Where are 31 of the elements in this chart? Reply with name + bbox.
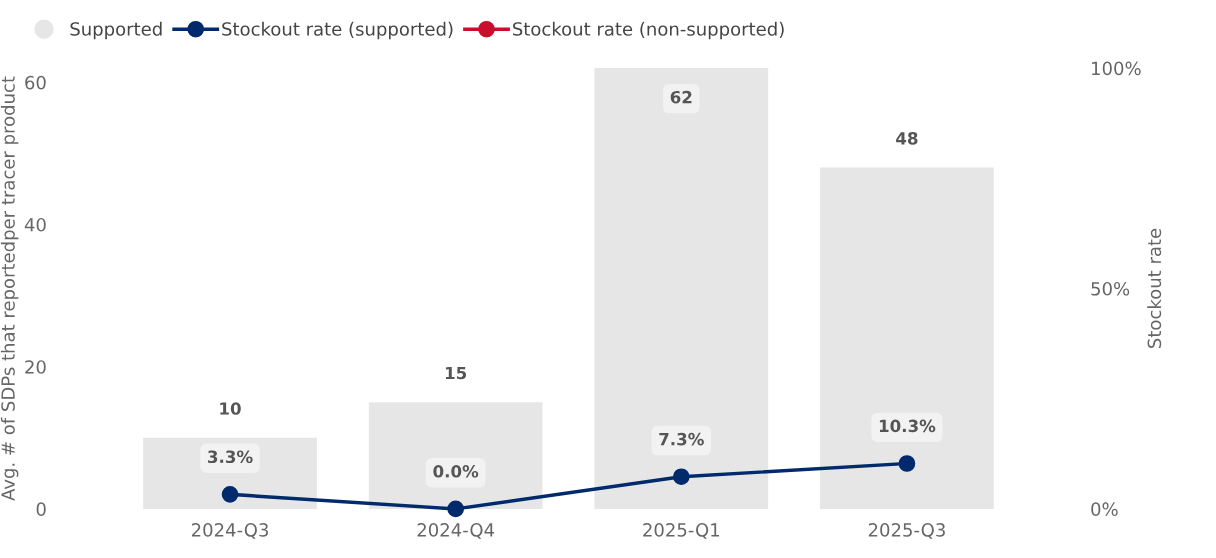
bar: [594, 68, 769, 509]
y-tick-label: 20: [25, 360, 46, 374]
x-tick-label: 2025-Q3: [868, 523, 945, 539]
data-label: 0.0%: [433, 465, 479, 478]
data-label: 15: [445, 366, 467, 380]
point: [898, 455, 916, 472]
x-tick-label: 2024-Q3: [191, 523, 268, 539]
bar: [368, 402, 543, 509]
data-label: 62: [670, 90, 692, 104]
data-label: 48: [896, 132, 918, 145]
legend-label: Stockout rate (supported): [222, 21, 453, 40]
y-tick-label: 0: [36, 502, 46, 517]
point: [447, 500, 464, 518]
data-label: 10.3%: [879, 419, 936, 433]
data-label: 3.3%: [208, 450, 253, 464]
data-label: 10: [220, 402, 241, 415]
data-label: 7.3%: [659, 432, 704, 446]
y2-tick-label: 0%: [1091, 502, 1118, 517]
y2-tick-label: 100%: [1092, 61, 1141, 76]
y-axis-title: Avg. # of SDPs that reportedper tracer product: [0, 76, 19, 501]
x-tick-label: 2024-Q4: [417, 523, 495, 539]
legend-label: Supported: [70, 21, 162, 40]
y-tick-label: 60: [25, 75, 46, 90]
y-tick-label: 40: [24, 217, 46, 232]
legend-label: Stockout rate (non-supported): [512, 21, 784, 40]
point: [221, 486, 239, 503]
point: [672, 468, 690, 486]
bar: [820, 167, 994, 509]
y2-axis-title: Stockout rate: [1147, 228, 1162, 348]
y2-tick-label: 50%: [1091, 281, 1130, 296]
x-tick-label: 2025-Q1: [643, 523, 720, 539]
